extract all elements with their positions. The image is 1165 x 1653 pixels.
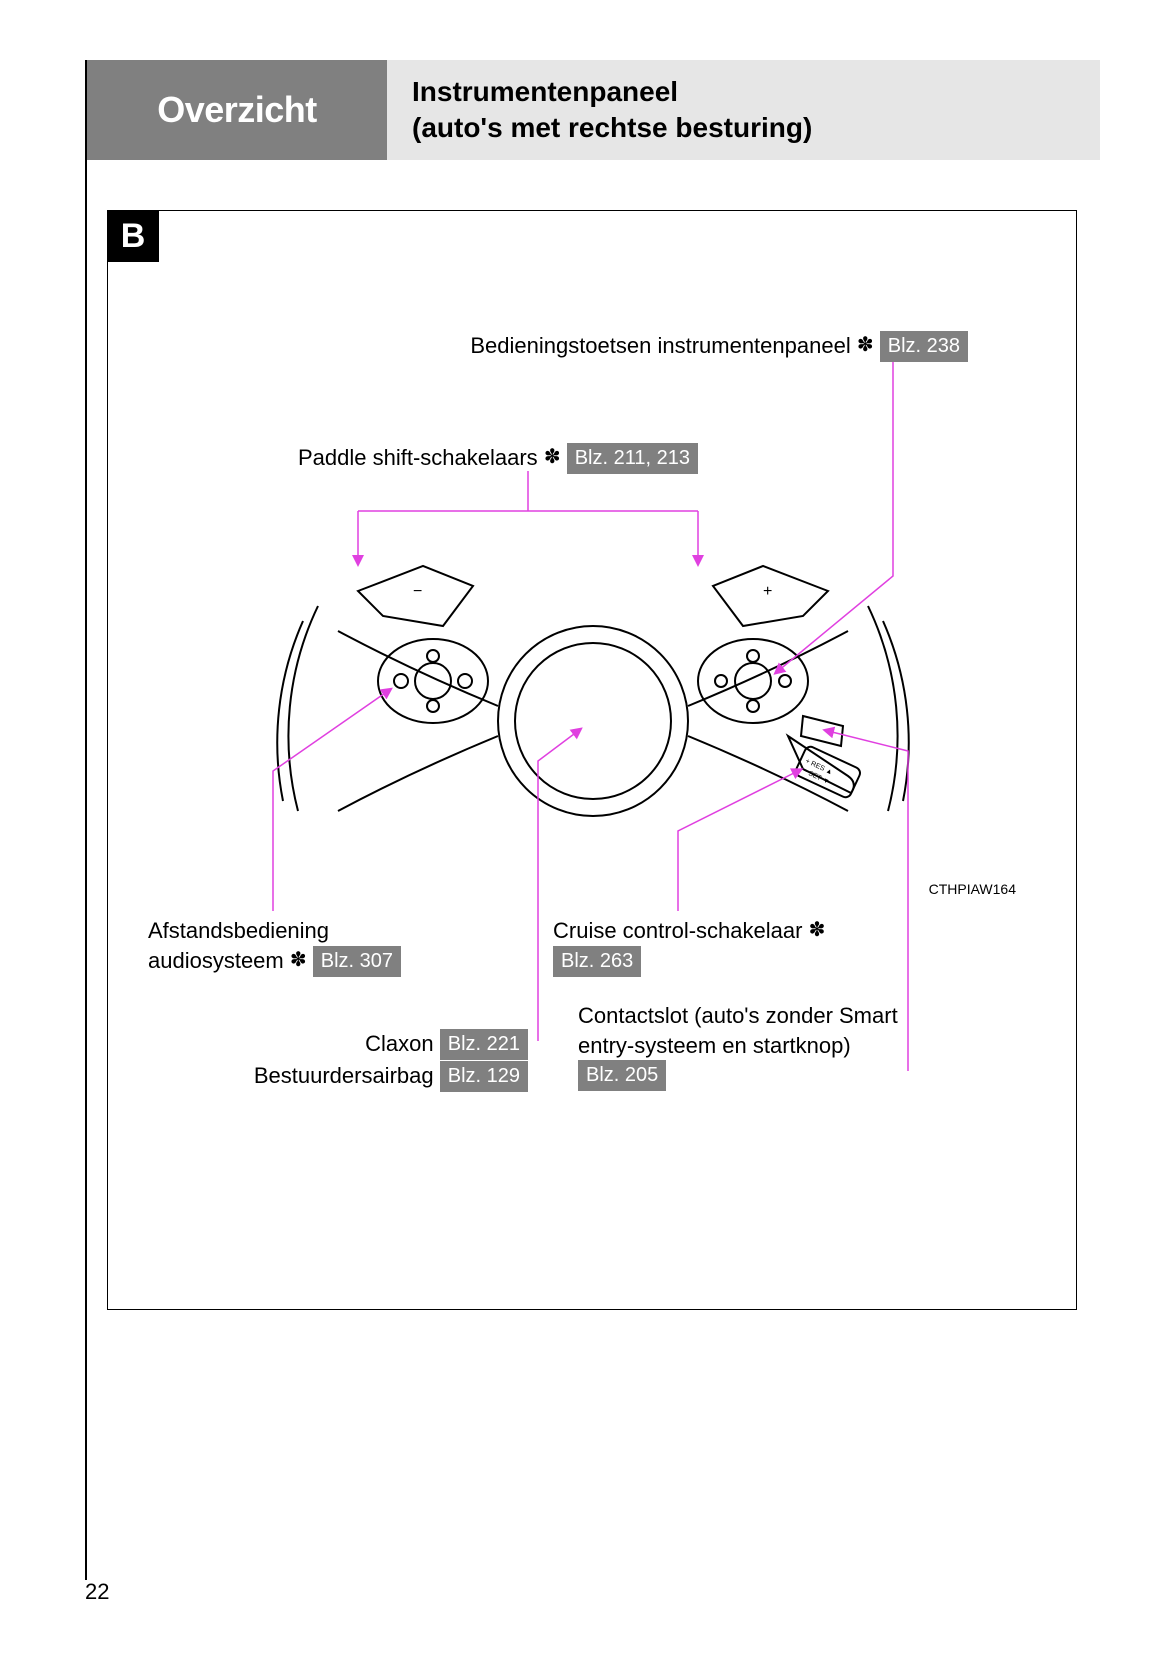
callout-driver-airbag: Bestuurdersairbag Blz. 129	[148, 1061, 528, 1092]
leader-lines	[108, 211, 1078, 1311]
header-subtitle-line2: (auto's met rechtse besturing)	[412, 110, 1100, 146]
callout-audio-remote: Afstandsbediening audiosysteem ✽ Blz. 30…	[148, 916, 401, 977]
footnote-star-icon: ✽	[290, 949, 307, 971]
page-frame: Overzicht Instrumentenpaneel (auto's met…	[85, 60, 1100, 1580]
page-ref-badge: Blz. 263	[553, 946, 641, 977]
page-ref-badge: Blz. 307	[313, 946, 401, 977]
callout-cruise-control: Cruise control-schakelaar ✽ Blz. 263	[553, 916, 825, 977]
page-ref-badge: Blz. 211, 213	[567, 443, 698, 474]
callout-ignition: Contactslot (auto's zonder Smart entry-s…	[578, 1001, 898, 1091]
footnote-star-icon: ✽	[544, 446, 561, 468]
callout-text-line1: Contactslot (auto's zonder Smart	[578, 1003, 898, 1028]
diagram-reference-code: CTHPIAW164	[929, 881, 1016, 897]
content-frame: B − +	[107, 210, 1077, 1310]
callout-text-line2: audiosysteem	[148, 948, 284, 973]
callout-text: Cruise control-schakelaar	[553, 918, 802, 943]
callout-text-line1: Afstandsbediening	[148, 918, 329, 943]
page-ref-badge: Blz. 221	[440, 1029, 528, 1060]
header-section-title: Overzicht	[87, 60, 387, 160]
callout-horn: Claxon Blz. 221	[148, 1029, 528, 1060]
page-ref-badge: Blz. 238	[880, 331, 968, 362]
callout-text: Bedieningstoetsen instrumentenpaneel	[470, 333, 850, 358]
callout-text: Paddle shift-schakelaars	[298, 445, 538, 470]
footnote-star-icon: ✽	[857, 334, 874, 356]
callout-text: Bestuurdersairbag	[254, 1063, 434, 1088]
callout-text: Claxon	[365, 1031, 433, 1056]
footnote-star-icon: ✽	[809, 919, 826, 941]
page-header: Overzicht Instrumentenpaneel (auto's met…	[87, 60, 1100, 160]
header-subtitle: Instrumentenpaneel (auto's met rechtse b…	[387, 60, 1100, 160]
page-ref-badge: Blz. 205	[578, 1060, 666, 1091]
page-ref-badge: Blz. 129	[440, 1061, 528, 1092]
callout-text-line2: entry-systeem en startknop)	[578, 1033, 851, 1058]
header-subtitle-line1: Instrumentenpaneel	[412, 74, 1100, 110]
callout-paddle-shift: Paddle shift-schakelaars ✽ Blz. 211, 213	[298, 443, 698, 474]
page-number: 22	[85, 1579, 109, 1605]
callout-instrument-buttons: Bedieningstoetsen instrumentenpaneel ✽ B…	[338, 331, 968, 362]
